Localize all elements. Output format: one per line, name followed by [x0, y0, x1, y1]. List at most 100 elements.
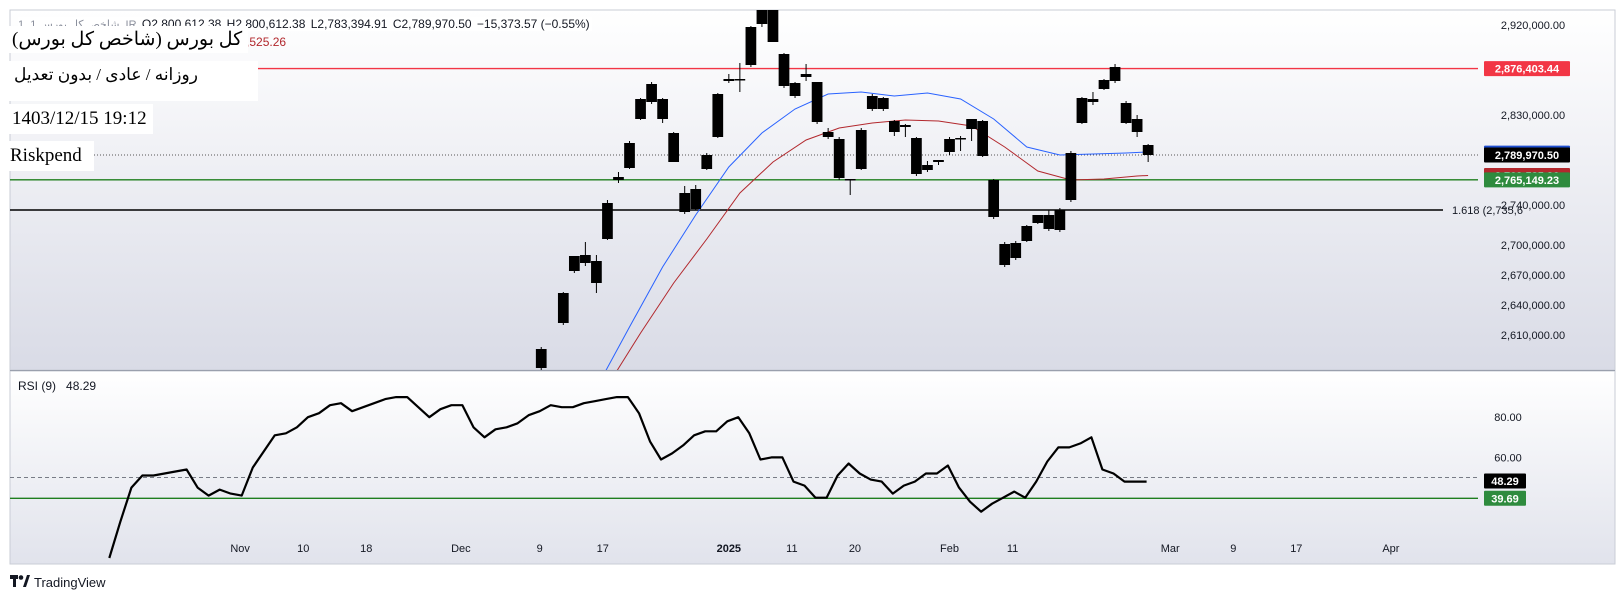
- time-axis-tick-label: 9: [537, 543, 543, 555]
- price-axis-tick-label: 2,610,000.00: [1501, 330, 1565, 342]
- ema-slow-line: [616, 119, 1149, 370]
- rsi-axis-tick-label: 60.00: [1494, 452, 1522, 464]
- candle: [866, 94, 878, 111]
- candle: [822, 128, 834, 139]
- candle-body: [756, 10, 768, 24]
- candle: [811, 82, 823, 124]
- candle-body: [955, 138, 966, 140]
- candle: [646, 82, 657, 104]
- candle: [1010, 241, 1022, 260]
- badge-layer: 2,876,403.442,791,922.962,789,970.502,76…: [1484, 61, 1570, 506]
- rsi-axis-tick-label: 80.00: [1494, 412, 1522, 424]
- rsi-current: 48.29: [66, 379, 97, 393]
- candle: [844, 179, 856, 195]
- annotation-subtitle[interactable]: روزانه / عادی / بدون تعدیل: [8, 61, 258, 101]
- ohlc-close: C2,789,970.50: [392, 17, 472, 31]
- candle: [911, 137, 922, 176]
- candle: [1142, 144, 1154, 162]
- ohlc-low: L2,783,394.91: [310, 17, 388, 31]
- candle: [833, 137, 845, 180]
- candle: [922, 161, 933, 172]
- candle-body: [591, 261, 602, 283]
- candle-body: [1098, 80, 1110, 89]
- candle: [877, 97, 889, 111]
- candle: [933, 160, 944, 165]
- candle-body: [1087, 99, 1099, 102]
- rsi-badge-label: 48.29: [1491, 476, 1519, 488]
- price-badge-label: 2,876,403.44: [1495, 64, 1560, 76]
- candle: [1120, 101, 1132, 124]
- time-axis-tick-label: 9: [1230, 543, 1236, 555]
- candle-body: [624, 143, 635, 168]
- time-axis-tick-label: 11: [786, 543, 797, 555]
- candle: [557, 292, 569, 325]
- candle-body: [690, 189, 702, 209]
- candle-body: [900, 125, 911, 127]
- candle: [624, 141, 635, 169]
- candle-body: [1021, 226, 1033, 241]
- time-axis-tick-label: Apr: [1382, 543, 1399, 555]
- price-badge: 2,789,970.50: [1484, 147, 1570, 163]
- candle-body: [580, 255, 591, 263]
- annotation-author[interactable]: Riskpend: [8, 141, 94, 171]
- candle-body: [1054, 210, 1066, 230]
- candle: [855, 128, 867, 170]
- time-axis-tick-label: Mar: [1161, 543, 1180, 555]
- time-axis-tick-label: 2025: [717, 543, 741, 555]
- rsi-legend: RSI (9) 48.29: [18, 379, 96, 393]
- rsi-title: RSI (9): [18, 379, 57, 393]
- candle: [701, 153, 713, 170]
- rsi-badge-label: 39.69: [1491, 493, 1519, 505]
- price-badge-label: 2,765,149.23: [1495, 175, 1559, 187]
- candle: [635, 98, 646, 120]
- candle: [778, 53, 790, 88]
- price-badge: 2,765,149.23: [1484, 172, 1570, 188]
- candle: [745, 26, 757, 67]
- price-badge: 2,876,403.44: [1484, 61, 1570, 77]
- candle-body: [723, 79, 735, 81]
- time-axis-tick-label: 11: [1007, 543, 1018, 555]
- candle: [580, 242, 591, 266]
- brand-footer[interactable]: TradingView: [10, 575, 106, 590]
- price-badge-bg: [1484, 61, 1570, 77]
- candle: [1109, 64, 1121, 83]
- candle-body: [668, 133, 680, 162]
- candle: [602, 200, 613, 240]
- time-axis-tick-label: 17: [1290, 543, 1302, 555]
- time-axis-tick-label: Dec: [451, 543, 471, 555]
- price-axis-tick-label: 2,640,000.00: [1501, 300, 1565, 312]
- annotation-datetime[interactable]: 1403/12/15 19:12: [8, 104, 153, 134]
- candle: [1021, 225, 1033, 242]
- candle-body: [911, 138, 922, 174]
- candle-body: [602, 203, 613, 239]
- candle: [1087, 92, 1099, 105]
- candle-body: [966, 119, 977, 129]
- candle: [712, 93, 724, 138]
- candle-body: [557, 293, 569, 323]
- candle-body: [833, 139, 845, 178]
- price-axis-tick-label: 2,920,000.00: [1501, 20, 1565, 32]
- candle: [966, 119, 977, 141]
- time-axis-tick-label: 20: [849, 543, 861, 555]
- candle-body: [866, 96, 878, 109]
- price-pane-bg: [9, 9, 1616, 371]
- candle-body: [1032, 215, 1044, 223]
- candle-body: [922, 165, 933, 170]
- candle-body: [844, 179, 856, 181]
- candle-body: [944, 139, 955, 152]
- time-axis-tick-label: Nov: [230, 543, 250, 555]
- candle-body: [657, 99, 668, 119]
- rsi-badge-bg: [1484, 473, 1526, 489]
- price-layer: 1.618 (2,735,6: [10, 10, 1523, 370]
- time-axis-tick-label: 17: [597, 543, 609, 555]
- candle-body: [888, 121, 900, 132]
- candle-body: [988, 180, 1000, 217]
- candle-body: [855, 130, 867, 169]
- candle: [668, 132, 680, 162]
- annotation-title[interactable]: کل بورس (شاخص کل بورس): [8, 26, 249, 53]
- candle: [1032, 215, 1044, 224]
- candle: [789, 82, 801, 98]
- candle: [657, 98, 668, 123]
- price-axis-tick-label: 2,670,000.00: [1501, 270, 1565, 282]
